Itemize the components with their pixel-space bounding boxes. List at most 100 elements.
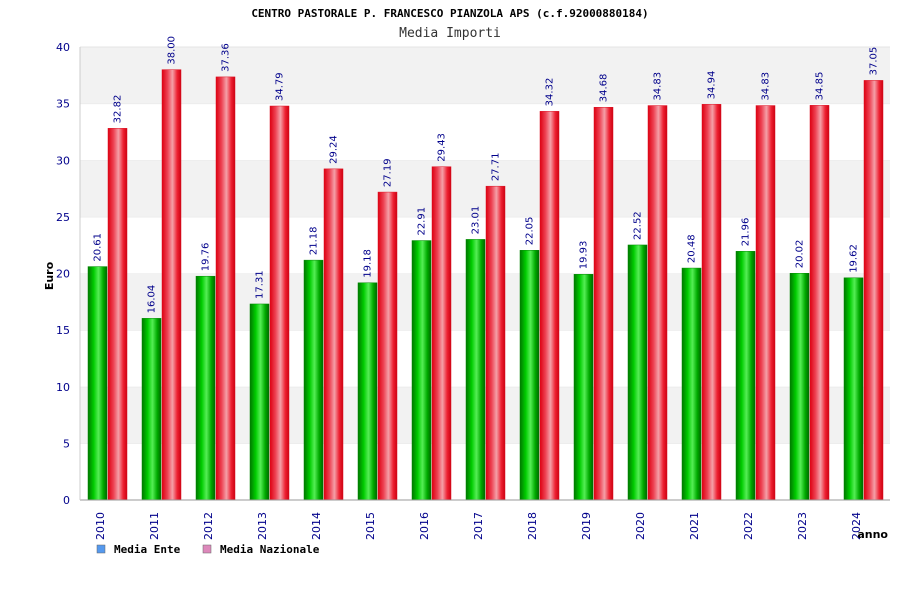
- bar-media-nazionale: [431, 166, 452, 501]
- value-label: 20.02: [795, 240, 806, 269]
- value-label: 19.93: [579, 241, 590, 270]
- bar-media-ente: [789, 273, 810, 501]
- x-tick-label: 2020: [634, 512, 647, 540]
- bar-media-nazionale: [323, 168, 344, 501]
- x-tick-label: 2012: [202, 512, 215, 540]
- value-label: 34.32: [545, 78, 556, 107]
- bar-media-nazionale: [485, 185, 506, 501]
- value-label: 20.48: [687, 234, 698, 263]
- bar-media-nazionale: [863, 80, 884, 501]
- y-tick-label: 25: [56, 211, 70, 224]
- bar-series: [87, 69, 884, 501]
- bar-media-ente: [195, 275, 216, 501]
- value-label: 38.00: [167, 36, 178, 65]
- value-label: 34.94: [707, 71, 718, 100]
- value-label: 32.82: [113, 95, 124, 124]
- bar-media-ente: [357, 282, 378, 501]
- bar-media-ente: [681, 267, 702, 501]
- value-label: 29.24: [329, 135, 340, 164]
- x-tick-label: 2023: [796, 512, 809, 540]
- y-tick-label: 35: [56, 98, 70, 111]
- value-label: 22.91: [417, 207, 428, 236]
- y-tick-label: 30: [56, 154, 70, 167]
- x-tick-label: 2013: [256, 512, 269, 540]
- legend: Media Ente Media Nazionale: [96, 543, 320, 556]
- legend-swatch-media-nazionale: [202, 544, 212, 554]
- bar-media-nazionale: [215, 76, 236, 501]
- bar-media-ente: [735, 251, 756, 501]
- legend-label-media-nazionale: Media Nazionale: [220, 543, 320, 556]
- grid-band: [80, 160, 890, 217]
- x-tick-label: 2018: [526, 512, 539, 540]
- value-label: 22.52: [633, 211, 644, 240]
- x-tick-label: 2024: [850, 512, 863, 540]
- bar-media-nazionale: [755, 105, 776, 501]
- y-tick-label: 0: [63, 494, 70, 507]
- y-tick-label: 15: [56, 324, 70, 337]
- value-label: 19.62: [849, 244, 860, 273]
- bar-media-ente: [573, 274, 594, 501]
- value-label: 17.31: [255, 270, 266, 299]
- bar-media-ente: [411, 240, 432, 501]
- value-labels: 20.61 32.82 16.04 38.00 19.76 37.36 17.31 34.79…: [93, 36, 880, 313]
- value-label: 21.18: [309, 226, 320, 255]
- bar-media-ente: [141, 318, 162, 501]
- bar-media-nazionale: [593, 106, 614, 501]
- value-label: 22.05: [525, 217, 536, 246]
- x-tick-label: 2019: [580, 512, 593, 540]
- value-label: 34.83: [653, 72, 664, 101]
- x-tick-label: 2015: [364, 512, 377, 540]
- legend-label-media-ente: Media Ente: [114, 543, 181, 556]
- x-axis-ticks: 2010 2011 2012 2013 2014 2015 2016 2017 2018 2019…: [94, 512, 863, 540]
- value-label: 37.05: [869, 47, 880, 76]
- x-tick-label: 2017: [472, 512, 485, 540]
- value-label: 34.79: [275, 72, 286, 101]
- x-tick-label: 2021: [688, 512, 701, 540]
- grid-band: [80, 47, 890, 104]
- value-label: 34.85: [815, 72, 826, 101]
- y-axis-ticks: 0 5 10 15 20 25 30 35 40: [56, 41, 70, 507]
- bar-media-nazionale: [809, 105, 830, 501]
- x-tick-label: 2014: [310, 512, 323, 540]
- x-tick-label: 2016: [418, 512, 431, 540]
- bar-media-nazionale: [161, 69, 182, 501]
- grid-band: [80, 103, 890, 161]
- x-axis-label: anno: [857, 528, 888, 541]
- chart-subtitle: Media Importi: [399, 26, 501, 41]
- value-label: 37.36: [221, 43, 232, 72]
- bar-media-ente: [519, 250, 540, 501]
- bar-media-ente: [249, 303, 270, 501]
- bar-media-nazionale: [377, 191, 398, 501]
- bar-media-ente: [627, 244, 648, 501]
- y-tick-label: 40: [56, 41, 70, 54]
- chart-title: CENTRO PASTORALE P. FRANCESCO PIANZOLA A…: [251, 7, 648, 20]
- y-tick-label: 10: [56, 381, 70, 394]
- bar-media-nazionale: [107, 128, 128, 501]
- bar-media-nazionale: [269, 105, 290, 501]
- bar-media-nazionale: [647, 105, 668, 501]
- x-tick-label: 2022: [742, 512, 755, 540]
- y-tick-label: 20: [56, 268, 70, 281]
- y-tick-label: 5: [63, 437, 70, 450]
- bar-media-nazionale: [701, 104, 722, 501]
- value-label: 23.01: [471, 206, 482, 235]
- value-label: 34.83: [761, 72, 772, 101]
- value-label: 16.04: [147, 285, 158, 314]
- value-label: 34.68: [599, 74, 610, 103]
- x-tick-label: 2010: [94, 512, 107, 540]
- value-label: 27.19: [383, 158, 394, 187]
- legend-swatch-media-ente: [96, 544, 106, 554]
- bar-media-ente: [843, 277, 864, 501]
- bar-media-ente: [87, 266, 108, 501]
- x-tick-label: 2011: [148, 512, 161, 540]
- value-label: 20.61: [93, 233, 104, 262]
- y-axis-label: Euro: [43, 261, 56, 290]
- value-label: 19.18: [363, 249, 374, 278]
- bar-media-ente: [303, 259, 324, 501]
- value-label: 27.71: [491, 153, 502, 182]
- value-label: 29.43: [437, 133, 448, 162]
- bar-media-ente: [465, 239, 486, 501]
- value-label: 19.76: [201, 243, 212, 272]
- bar-media-nazionale: [539, 111, 560, 501]
